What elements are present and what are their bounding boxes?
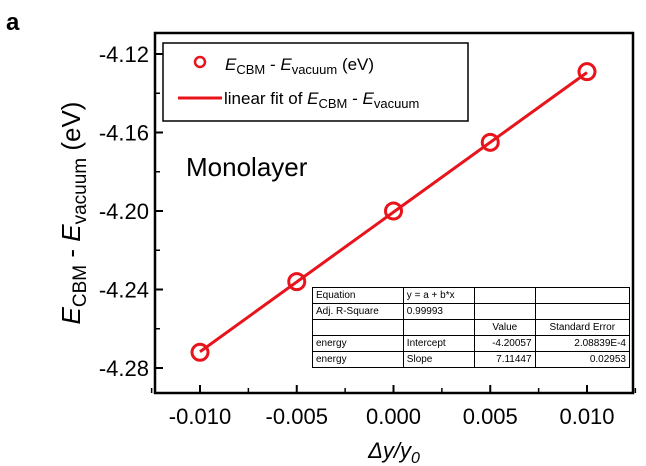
legend-box — [162, 42, 469, 122]
fit-line — [199, 71, 588, 353]
data-point — [480, 132, 500, 152]
x-tick-label: 0.000 — [366, 404, 421, 429]
legend-circle-marker — [193, 55, 207, 69]
x-tick-label: 0.005 — [463, 404, 518, 429]
fit-table-cell: -4.20057 — [474, 335, 536, 352]
fit-table-cell: Intercept — [402, 335, 476, 352]
legend2-pre: linear fit of — [224, 89, 307, 108]
legend2-e1: E — [307, 89, 319, 108]
fit-table-cell: Adj. R-Square — [312, 303, 404, 320]
legend1-mid: - — [265, 55, 280, 74]
legend2-mid: - — [347, 89, 362, 108]
fit-table-row: energy Intercept -4.20057 2.08839E-4 — [312, 335, 631, 352]
legend2-e2: E — [363, 89, 375, 108]
fit-table-cell: Standard Error — [534, 319, 631, 336]
x-tick-label: 0.010 — [559, 404, 614, 429]
x-tick-label: -0.005 — [266, 404, 328, 429]
y-axis-ticks: -4.12 -4.16 -4.20 -4.24 -4.28 — [99, 42, 163, 381]
fit-table-body: Equation y = a + b*x Adj. R-Square 0.99993 V… — [312, 287, 631, 368]
fit-results-table: Equation y = a + b*x Adj. R-Square 0.99993 V… — [312, 287, 631, 368]
fit-table-cell — [474, 303, 536, 320]
fit-table-cell — [534, 287, 631, 304]
x-axis-ticks: -0.010 -0.005 0.000 0.005 0.010 — [150, 385, 637, 429]
legend-entry-1: ECBM - Evacuum (eV) — [225, 55, 374, 77]
y-label-sub2: vacuum — [70, 158, 91, 225]
x-label-sub: 0 — [411, 450, 420, 466]
y-label-e1: E — [56, 306, 86, 324]
fit-table-cell: energy — [312, 335, 404, 352]
x-axis-label: Δy/y0 — [367, 438, 420, 466]
y-label-sub1: CBM — [70, 265, 91, 307]
x-tick-label: -0.010 — [169, 404, 231, 429]
y-label-tail: (eV) — [56, 102, 86, 158]
fit-table-cell: Equation — [312, 287, 404, 304]
fit-table-row: energy Slope 7.11447 0.02953 — [312, 351, 631, 368]
fit-table-cell: 7.11447 — [474, 351, 536, 368]
x-label-main: Δy/y — [367, 438, 413, 463]
data-point — [384, 201, 403, 221]
fit-table-row: Adj. R-Square 0.99993 — [312, 303, 631, 320]
y-tick-label: -4.16 — [99, 121, 149, 146]
fit-table-cell — [474, 287, 536, 304]
data-point — [190, 342, 210, 362]
y-tick-label: -4.28 — [99, 356, 149, 381]
y-tick-label: -4.24 — [99, 278, 149, 303]
fit-table-cell: 0.99993 — [402, 303, 476, 320]
legend-entry-2: linear fit of ECBM - Evacuum — [224, 89, 419, 111]
legend1-e2: E — [280, 55, 292, 74]
fit-table-cell: 2.08839E-4 — [534, 335, 631, 352]
fit-table-cell — [534, 303, 631, 320]
legend1-e1: E — [225, 55, 237, 74]
y-axis-label: ECBM - Evacuum (eV) — [56, 102, 91, 325]
annotation-monolayer: Monolayer — [186, 152, 308, 182]
legend: ECBM - Evacuum (eV) linear fit of ECBM -… — [162, 42, 469, 122]
data-points — [190, 62, 597, 362]
legend1-sub1: CBM — [236, 62, 265, 77]
fit-table-cell: Value — [474, 319, 536, 336]
data-point — [577, 62, 597, 82]
legend1-sub2: vacuum — [292, 62, 338, 77]
fit-table-cell: 0.02953 — [534, 351, 631, 368]
fit-table-row: Value Standard Error — [312, 319, 631, 336]
fit-table-cell: energy — [312, 351, 404, 368]
fit-table-cell — [312, 319, 404, 336]
fit-table-cell: Slope — [402, 351, 476, 368]
y-label-e2: E — [56, 224, 86, 242]
legend1-tail: (eV) — [337, 55, 374, 74]
fit-table-cell — [402, 319, 476, 336]
fit-table-row: Equation y = a + b*x — [312, 287, 631, 304]
y-label-mid: - — [56, 242, 86, 265]
y-tick-label: -4.12 — [99, 42, 149, 67]
legend2-sub1: CBM — [319, 96, 348, 111]
y-tick-label: -4.20 — [99, 199, 149, 224]
fit-table-cell: y = a + b*x — [402, 287, 476, 304]
panel-label: a — [6, 9, 20, 36]
legend2-sub2: vacuum — [374, 96, 420, 111]
data-point — [287, 272, 307, 292]
